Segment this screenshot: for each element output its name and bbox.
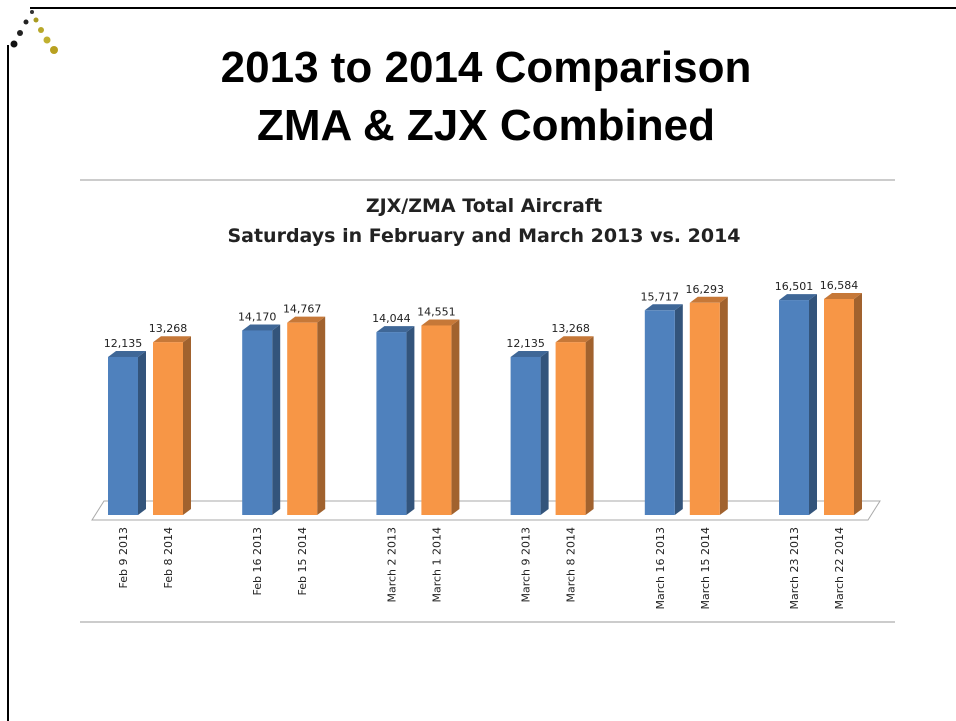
slide-title: 2013 to 2014 Comparison <box>221 43 752 92</box>
x-tick-label: March 1 2014 <box>430 527 443 603</box>
bar <box>153 336 191 515</box>
x-tick-label: Feb 8 2014 <box>162 527 175 588</box>
slide-title: ZMA & ZJX Combined <box>257 101 715 150</box>
value-label: 14,767 <box>283 303 322 316</box>
x-tick-label: March 15 2014 <box>699 527 712 610</box>
bar <box>287 316 326 515</box>
value-label: 16,501 <box>775 280 814 293</box>
bar <box>510 350 549 515</box>
value-label: 14,551 <box>417 305 456 318</box>
x-tick-label: March 16 2013 <box>654 527 667 610</box>
bar <box>421 319 460 515</box>
value-label: 14,170 <box>238 310 277 323</box>
floor <box>91 500 881 521</box>
x-tick-label: Feb 15 2014 <box>296 527 309 595</box>
bar <box>555 336 594 515</box>
x-tick-label: March 2 2013 <box>385 527 398 603</box>
x-tick-label: Feb 16 2013 <box>251 527 264 595</box>
x-tick-label: March 22 2014 <box>833 527 846 610</box>
x-tick-label: March 9 2013 <box>520 527 533 603</box>
chart-title: ZJX/ZMA Total Aircraft <box>366 195 602 217</box>
x-tick-label: March 8 2014 <box>565 527 578 603</box>
value-label: 12,135 <box>104 337 143 350</box>
value-label: 16,584 <box>820 279 859 292</box>
chart-title: Saturdays in February and March 2013 vs.… <box>227 225 740 247</box>
x-tick-label: March 23 2013 <box>788 527 801 610</box>
value-label: 12,135 <box>506 337 545 350</box>
value-label: 14,044 <box>372 312 411 325</box>
value-label: 13,268 <box>551 322 590 335</box>
bar <box>824 293 862 515</box>
value-label: 16,293 <box>686 283 725 296</box>
logo <box>10 10 58 54</box>
bar <box>108 350 146 515</box>
value-label: 15,717 <box>641 290 680 303</box>
bar <box>644 304 683 515</box>
value-label: 13,268 <box>149 322 188 335</box>
bar <box>242 324 281 515</box>
bar <box>376 326 415 515</box>
x-tick-label: Feb 9 2013 <box>117 527 130 588</box>
bar <box>689 296 728 515</box>
bar <box>779 294 817 515</box>
